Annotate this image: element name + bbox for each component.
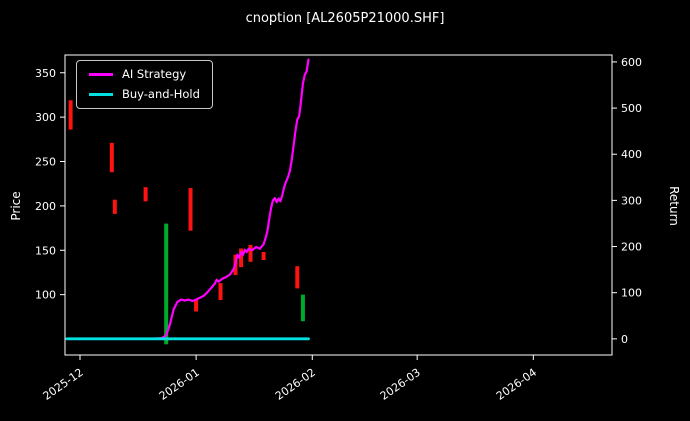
x-tick-label: 2025-12 — [41, 366, 86, 403]
right-tick-label: 100 — [621, 287, 642, 300]
left-tick-label: 150 — [35, 244, 56, 257]
green-price-bar — [300, 294, 305, 322]
x-tick-label: 2026-01 — [157, 366, 202, 403]
red-price-bar — [295, 266, 300, 289]
ai-strategy-line-swatch — [89, 73, 113, 77]
right-tick-label: 600 — [621, 56, 642, 69]
legend-label-ai-strategy: AI Strategy — [122, 67, 187, 81]
red-price-bar — [68, 100, 73, 130]
chart-legend: AI Strategy Buy-and-Hold — [76, 60, 213, 109]
left-tick-label: 350 — [35, 67, 56, 80]
red-price-bar — [261, 252, 266, 260]
right-tick-label: 500 — [621, 102, 642, 115]
x-tick-label: 2026-02 — [273, 366, 318, 403]
left-tick-label: 200 — [35, 200, 56, 213]
right-axis-ticks: 0 100 200 300 400 500 600 — [612, 56, 642, 346]
series-lines-layer — [65, 58, 310, 341]
right-tick-label: 400 — [621, 148, 642, 161]
left-tick-label: 100 — [35, 289, 56, 302]
red-price-bar — [112, 199, 117, 214]
right-tick-label: 200 — [621, 241, 642, 254]
legend-item-ai-strategy: AI Strategy — [89, 67, 200, 81]
left-axis-ticks: 100 150 200 250 300 350 — [35, 67, 65, 302]
x-tick-label: 2026-03 — [378, 366, 423, 403]
right-tick-label: 300 — [621, 194, 642, 207]
buy-and-hold-line-swatch — [89, 92, 113, 96]
red-price-bar — [248, 244, 253, 262]
x-tick-label: 2026-04 — [494, 366, 539, 403]
red-price-bar — [194, 300, 199, 312]
red-price-bar — [143, 187, 148, 202]
series-line-ai-strategy — [65, 58, 310, 340]
right-tick-label: 0 — [621, 333, 628, 346]
red-price-bar — [218, 283, 223, 300]
red-price-bar — [188, 188, 193, 231]
left-tick-label: 300 — [35, 111, 56, 124]
x-axis-ticks: 2025-12 2026-01 2026-02 2026-03 2026-04 — [41, 355, 539, 403]
chart-title: cnoption [AL2605P21000.SHF] — [245, 11, 445, 26]
red-price-bar — [239, 248, 244, 268]
axes-frame — [64, 54, 613, 356]
red-price-bar — [109, 142, 114, 173]
legend-label-buy-and-hold: Buy-and-Hold — [122, 86, 200, 101]
left-tick-label: 250 — [35, 156, 56, 169]
green-price-bar — [164, 223, 169, 345]
legend-item-buy-and-hold: Buy-and-Hold — [89, 86, 200, 101]
